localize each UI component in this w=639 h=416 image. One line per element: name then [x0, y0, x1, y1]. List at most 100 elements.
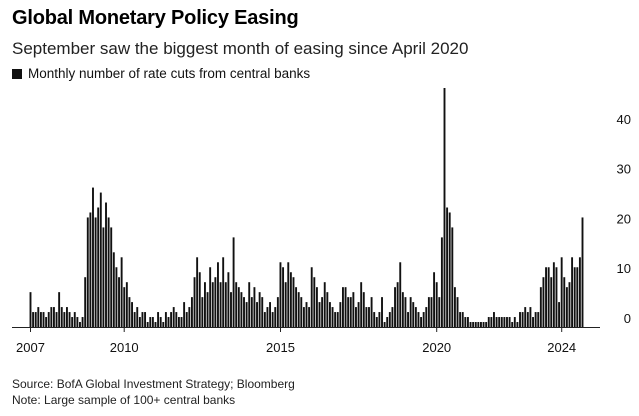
bar	[60, 307, 63, 327]
bar	[524, 307, 527, 327]
bar	[365, 307, 368, 327]
bar	[534, 312, 537, 327]
bar	[513, 317, 516, 327]
bar	[342, 287, 344, 327]
bar	[97, 207, 100, 327]
bar	[271, 312, 274, 327]
bar	[154, 322, 157, 327]
source-note: Source: BofA Global Investment Strategy;…	[12, 377, 295, 391]
bar	[427, 297, 430, 328]
y-tick-label: 10	[617, 261, 631, 276]
bar	[217, 262, 219, 327]
bar	[555, 267, 558, 327]
bar	[144, 312, 147, 327]
bar	[576, 267, 579, 327]
bar	[110, 227, 113, 327]
bar	[45, 317, 48, 327]
bar	[318, 302, 321, 327]
bar	[440, 237, 443, 328]
bar	[269, 302, 271, 327]
bar	[295, 287, 298, 327]
bar	[368, 307, 370, 327]
bar	[326, 292, 329, 327]
bar	[300, 297, 303, 328]
bar	[420, 317, 423, 327]
bar	[198, 272, 201, 327]
bar	[125, 282, 128, 327]
bar	[274, 307, 277, 327]
bar	[362, 292, 365, 327]
bar	[360, 282, 363, 327]
bar	[394, 287, 396, 327]
bar	[243, 297, 245, 328]
bar	[529, 307, 532, 327]
bar	[466, 317, 469, 327]
bar	[131, 302, 133, 327]
bar	[506, 317, 508, 327]
x-tick-label: 2024	[547, 340, 576, 355]
bar	[344, 287, 347, 327]
bar	[511, 322, 514, 327]
bar	[430, 297, 433, 328]
bar	[563, 277, 566, 327]
x-tick-label: 2010	[110, 340, 139, 355]
bar	[451, 227, 454, 327]
bar	[136, 307, 139, 327]
bar	[123, 287, 126, 327]
bar	[68, 312, 71, 327]
bar	[357, 302, 360, 327]
bar	[399, 262, 402, 327]
bar	[532, 317, 534, 327]
bar	[29, 292, 32, 327]
bar	[571, 257, 574, 327]
bar	[282, 267, 285, 327]
bar	[151, 317, 154, 327]
bar	[355, 307, 357, 327]
bar	[175, 312, 178, 327]
bar	[391, 307, 394, 327]
bar	[37, 307, 40, 327]
bar	[539, 287, 542, 327]
x-tick-label: 2007	[16, 340, 45, 355]
bar	[435, 282, 438, 327]
bar	[422, 312, 425, 327]
bar	[211, 282, 214, 327]
bar	[66, 307, 68, 327]
bar	[237, 287, 240, 327]
bar	[94, 217, 97, 327]
bar	[120, 257, 123, 327]
bar	[219, 282, 222, 327]
bar	[453, 287, 456, 327]
bar	[401, 292, 404, 327]
bar	[500, 317, 503, 327]
bar	[404, 297, 407, 328]
bar	[235, 282, 238, 327]
bar	[578, 257, 581, 327]
bar	[443, 88, 446, 327]
bar	[493, 312, 495, 327]
bar	[349, 297, 352, 328]
bar	[495, 317, 498, 327]
bar	[448, 212, 451, 327]
bar	[323, 282, 326, 327]
bar	[503, 317, 506, 327]
bar	[321, 297, 324, 328]
footnote: Note: Large sample of 100+ central banks	[12, 393, 236, 407]
bar	[378, 312, 381, 327]
bar	[292, 277, 295, 327]
bar	[32, 312, 35, 327]
bar	[188, 307, 191, 327]
bar	[196, 257, 199, 327]
bar	[164, 312, 167, 327]
bar	[375, 317, 378, 327]
bar	[433, 272, 436, 327]
bar	[315, 287, 318, 327]
bar	[224, 282, 227, 327]
bar	[425, 307, 428, 327]
bar	[308, 307, 311, 327]
bar	[383, 322, 386, 327]
bar	[58, 292, 61, 327]
bar	[305, 302, 308, 327]
bar	[167, 317, 170, 327]
bar	[206, 292, 209, 327]
